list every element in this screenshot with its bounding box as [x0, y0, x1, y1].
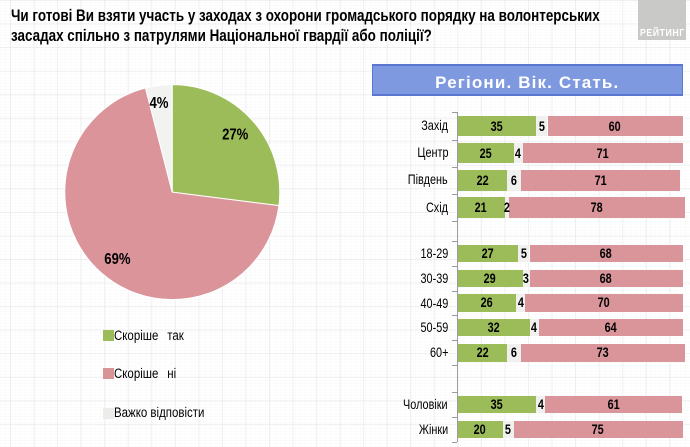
svg-text:69%: 69%: [104, 251, 130, 268]
svg-text:4%: 4%: [150, 95, 169, 112]
svg-text:27%: 27%: [222, 127, 248, 144]
